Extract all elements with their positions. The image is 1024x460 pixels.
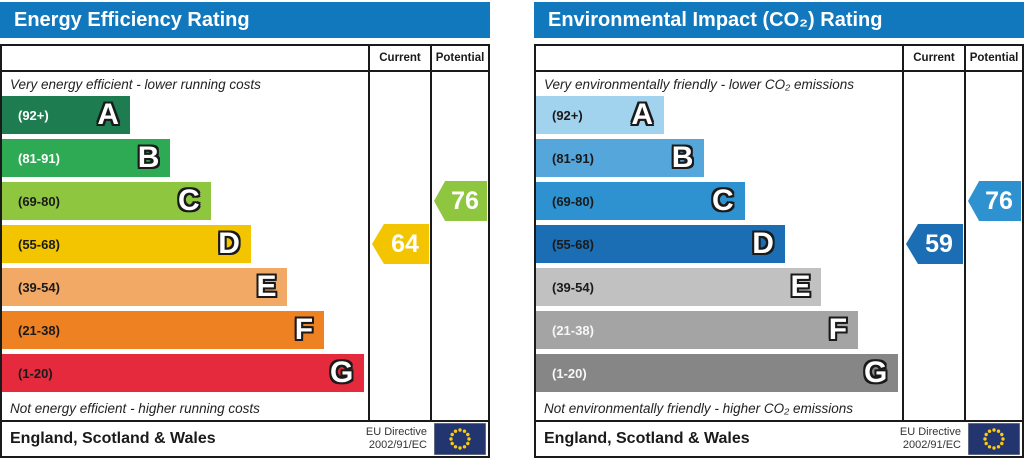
eu-directive-label: EU Directive 2002/91/EC: [900, 426, 961, 452]
band-f-range: (21-38): [18, 322, 60, 338]
band-g-range: (1-20): [18, 365, 53, 381]
band-g: (1-20) G: [536, 354, 899, 392]
top-caption: Very environmentally friendly - lower CO…: [544, 77, 854, 92]
bottom-caption: Not environmentally friendly - higher CO…: [544, 401, 854, 416]
current-column-header: Current: [368, 46, 430, 70]
band-b-range: (81-91): [552, 150, 594, 166]
potential-value-column: 76: [964, 72, 1022, 420]
band-f-range: (21-38): [552, 322, 594, 338]
current-value-column: 64: [368, 72, 430, 420]
band-e-range: (39-54): [552, 279, 594, 295]
band-b: (81-91) B: [2, 139, 171, 177]
potential-column-header: Potential: [964, 46, 1022, 70]
band-e-letter: E: [790, 270, 811, 303]
band-e-range: (39-54): [18, 279, 60, 295]
current-rating-marker: 59: [906, 224, 963, 264]
band-f: (21-38) F: [2, 311, 325, 349]
eu-directive-line2: 2002/91/EC: [368, 439, 427, 451]
band-d: (55-68) D: [2, 225, 251, 263]
band-f-letter: F: [828, 313, 848, 346]
band-b-range: (81-91): [18, 150, 60, 166]
table-footer: England, Scotland & Wales EU Directive 2…: [2, 420, 488, 456]
eu-directive-line1: EU Directive: [899, 425, 961, 438]
band-c-range: (69-80): [18, 193, 60, 209]
eu-directive-label: EU Directive 2002/91/EC: [366, 426, 427, 452]
band-g-range: (1-20): [552, 365, 587, 381]
band-g-letter: G: [329, 356, 354, 389]
band-chart: Very environmentally friendly - lower CO…: [536, 72, 902, 420]
potential-rating-marker: 76: [434, 181, 487, 221]
band-a-range: (92+): [552, 107, 583, 123]
band-c: (69-80) C: [536, 182, 745, 220]
band-e-letter: E: [256, 270, 277, 303]
energy-efficiency-panel: Energy Efficiency Rating Current Potenti…: [0, 0, 490, 458]
band-b: (81-91) B: [536, 139, 705, 177]
band-f-letter: F: [294, 313, 314, 346]
column-header-row: Current Potential: [536, 46, 1022, 72]
band-a: (92+) A: [2, 96, 131, 134]
header-spacer: [536, 46, 902, 70]
environmental-impact-title: Environmental Impact (CO₂) Rating: [534, 2, 1024, 38]
chart-body: Very energy efficient - lower running co…: [2, 72, 488, 420]
region-label: England, Scotland & Wales: [10, 430, 216, 447]
header-spacer: [2, 46, 368, 70]
band-a-letter: A: [97, 98, 120, 131]
energy-efficiency-table: Current Potential Very energy efficient …: [0, 44, 490, 458]
band-d-letter: D: [752, 227, 774, 260]
column-header-row: Current Potential: [2, 46, 488, 72]
potential-column-header: Potential: [430, 46, 488, 70]
environmental-impact-table: Current Potential Very environmentally f…: [534, 44, 1024, 458]
current-value-column: 59: [902, 72, 964, 420]
potential-value-column: 76: [430, 72, 488, 420]
band-b-letter: B: [671, 141, 694, 174]
band-b-letter: B: [137, 141, 160, 174]
band-g: (1-20) G: [2, 354, 365, 392]
eu-flag-icon: [434, 423, 486, 455]
current-column-header: Current: [902, 46, 964, 70]
eu-directive-line2: 2002/91/EC: [902, 439, 961, 451]
band-a-range: (92+): [18, 107, 49, 123]
band-d-range: (55-68): [18, 236, 60, 252]
band-d: (55-68) D: [536, 225, 785, 263]
eu-flag-icon: [968, 423, 1020, 455]
band-chart: Very energy efficient - lower running co…: [2, 72, 368, 420]
band-c-letter: C: [177, 184, 200, 217]
region-label: England, Scotland & Wales: [544, 430, 750, 447]
band-d-letter: D: [218, 227, 240, 260]
band-c: (69-80) C: [2, 182, 211, 220]
table-footer: England, Scotland & Wales EU Directive 2…: [536, 420, 1022, 456]
band-a: (92+) A: [536, 96, 665, 134]
band-e: (39-54) E: [536, 268, 822, 306]
band-e: (39-54) E: [2, 268, 288, 306]
band-c-range: (69-80): [552, 193, 594, 209]
environmental-impact-panel: Environmental Impact (CO₂) Rating Curren…: [534, 0, 1024, 458]
band-f: (21-38) F: [536, 311, 859, 349]
potential-rating-marker: 76: [968, 181, 1021, 221]
band-a-letter: A: [631, 98, 654, 131]
bottom-caption: Not energy efficient - higher running co…: [10, 401, 260, 416]
top-caption: Very energy efficient - lower running co…: [10, 77, 261, 92]
eu-directive-line1: EU Directive: [365, 425, 427, 438]
current-rating-marker: 64: [372, 224, 429, 264]
chart-body: Very environmentally friendly - lower CO…: [536, 72, 1022, 420]
energy-efficiency-title: Energy Efficiency Rating: [0, 2, 490, 38]
band-c-letter: C: [711, 184, 734, 217]
band-d-range: (55-68): [552, 236, 594, 252]
band-g-letter: G: [863, 356, 888, 389]
